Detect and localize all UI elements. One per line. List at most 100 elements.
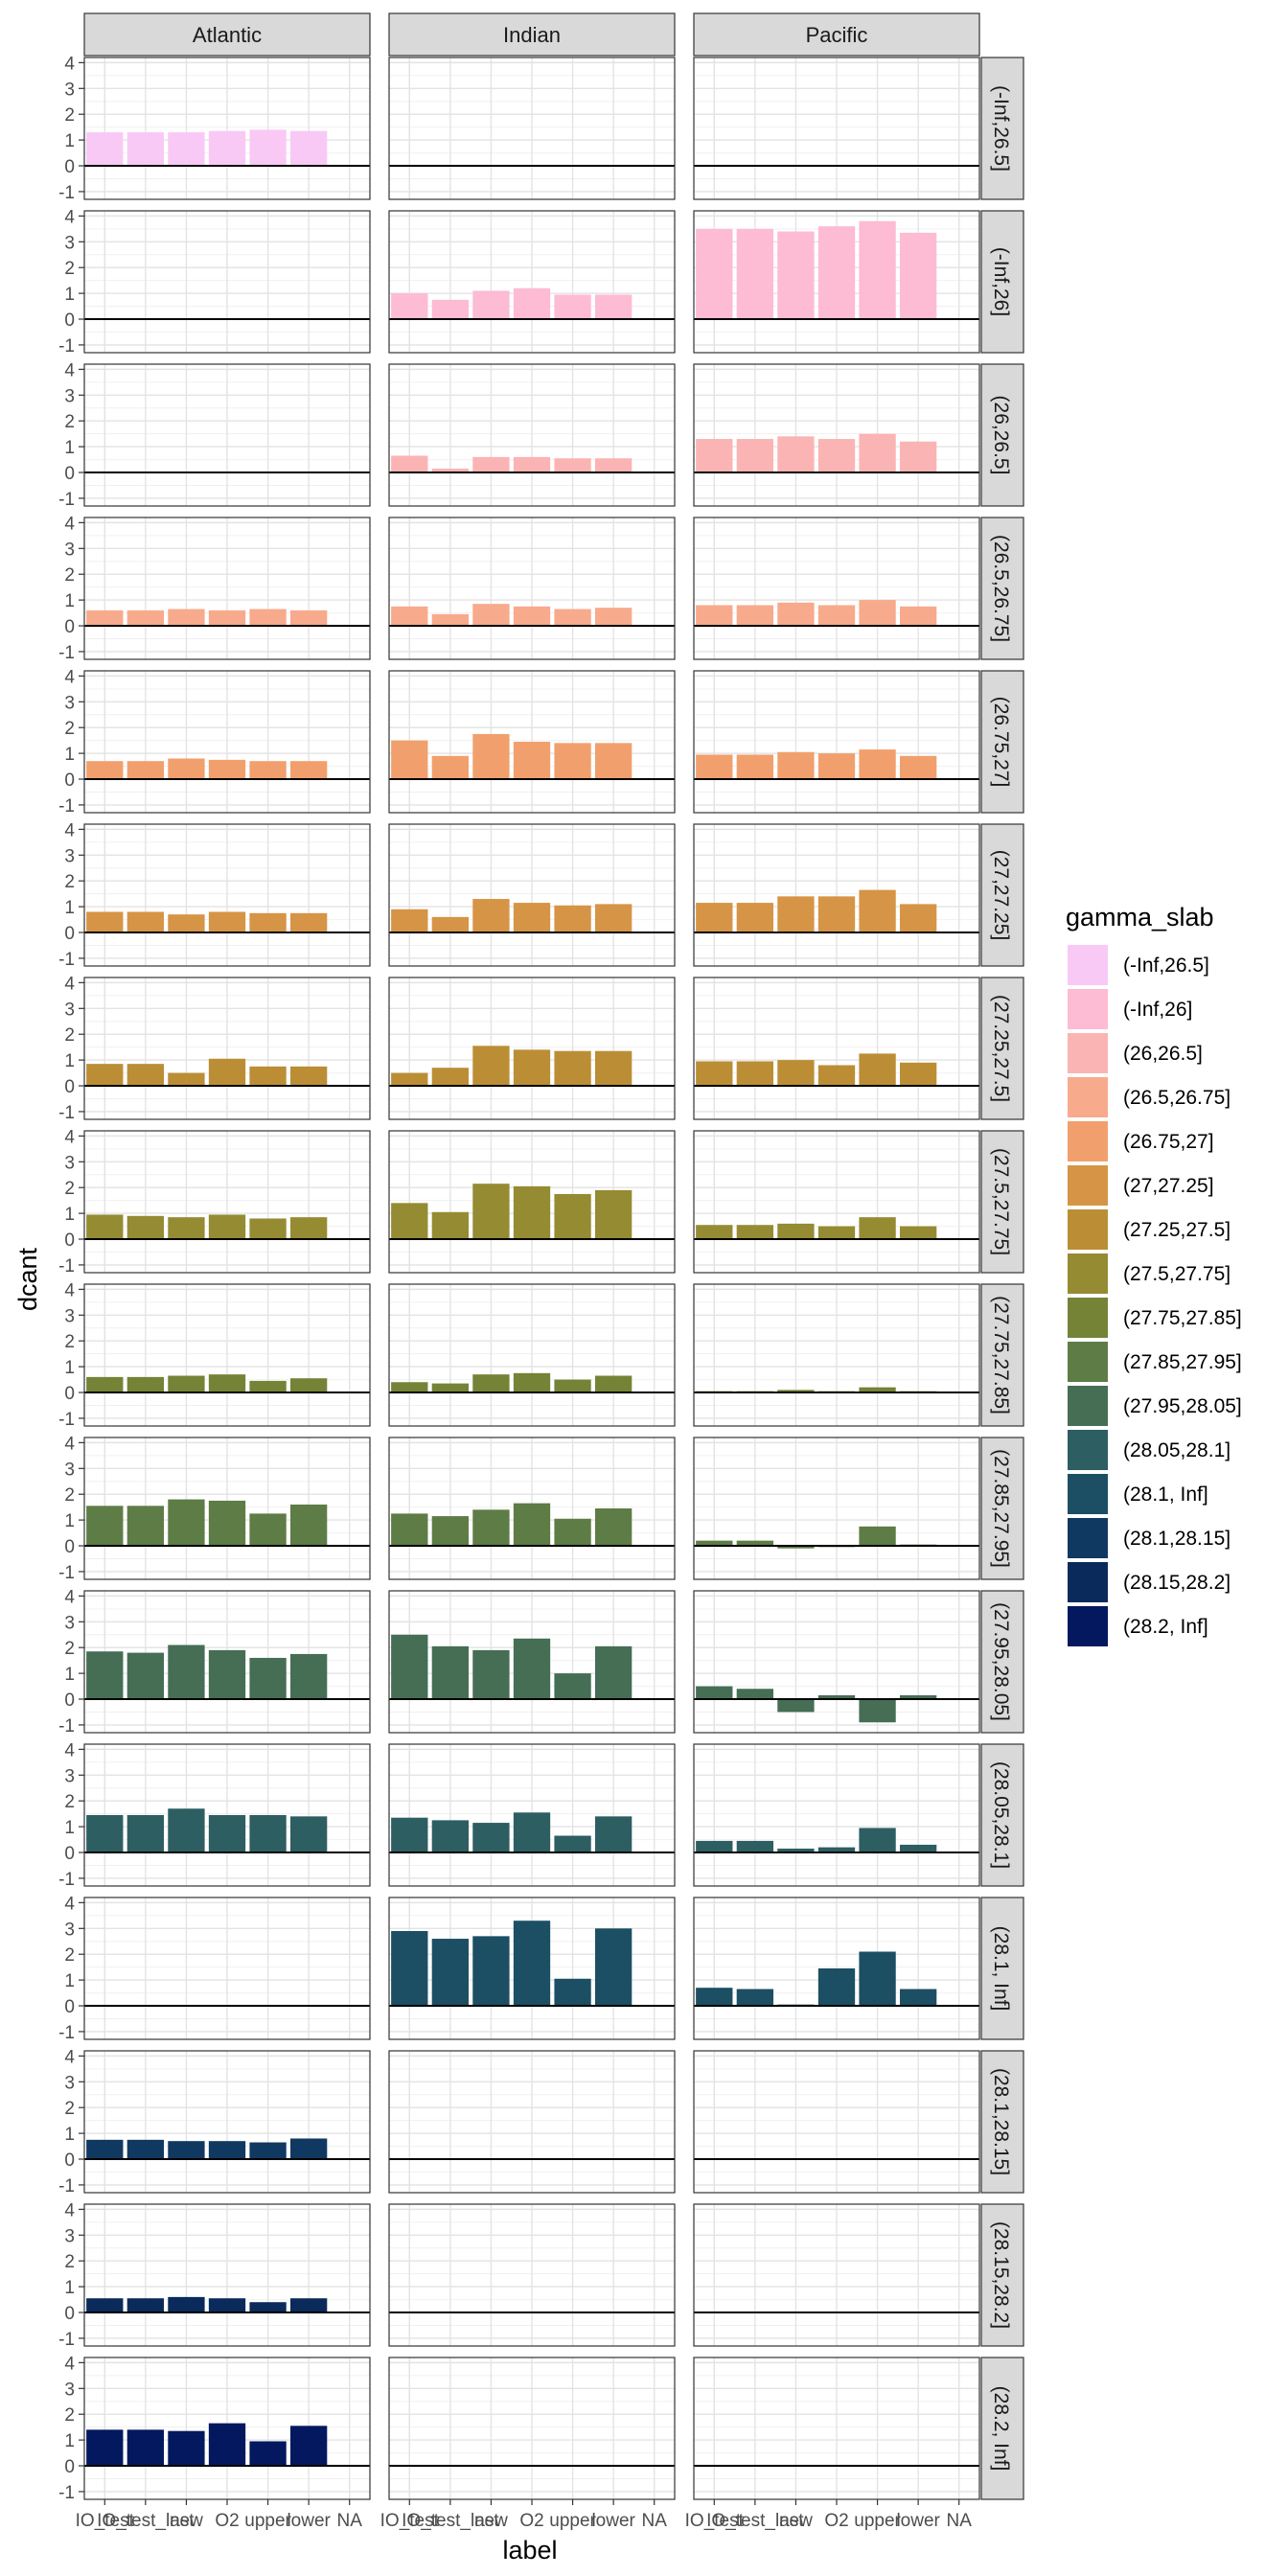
y-tick-label: 1: [64, 2431, 75, 2451]
legend-label: (26,26.5]: [1123, 1043, 1203, 1065]
y-tick-label: 1: [64, 1818, 75, 1838]
facet-panel: [83, 670, 371, 814]
bar: [249, 1513, 287, 1547]
bar: [736, 754, 774, 780]
bar: [817, 1847, 856, 1853]
y-tick-label: 4: [64, 2354, 75, 2374]
y-tick-label: 1: [64, 1665, 75, 1685]
legend-swatch: [1068, 1209, 1108, 1250]
bar: [86, 2298, 124, 2313]
y-tick-label: 3: [64, 1460, 75, 1480]
bar: [513, 288, 551, 320]
x-tick-label: new: [474, 2511, 508, 2531]
bar: [208, 1374, 246, 1393]
row-strip: (26.5,26.75]: [980, 517, 1024, 660]
y-tick-label: 4: [64, 1280, 75, 1300]
y-tick-label: 0: [64, 310, 75, 331]
y-tick-label: 4: [64, 207, 75, 227]
bar: [594, 1189, 632, 1240]
y-tick-label: -1: [58, 1256, 75, 1276]
bar: [899, 441, 937, 473]
bar: [391, 293, 428, 320]
y-tick-label: 1: [64, 131, 75, 151]
row-strip: (27.85,27.95]: [980, 1437, 1024, 1580]
y-axis: -1 0 1 2 3 4: [58, 360, 84, 510]
bar: [777, 1223, 815, 1240]
bar: [391, 740, 428, 780]
bar: [736, 1225, 774, 1240]
legend-entry: (26.5,26.75]: [1068, 1077, 1230, 1117]
bar: [696, 754, 733, 780]
facet-panel: [388, 517, 676, 660]
bar: [736, 1989, 774, 2007]
facet-panel: [388, 363, 676, 507]
bar: [554, 1193, 591, 1240]
y-tick-label: 2: [64, 412, 75, 432]
y-axis: -1 0 1 2 3 4: [58, 667, 84, 816]
bar: [431, 916, 470, 933]
bar: [513, 1185, 551, 1240]
y-tick-label: 4: [64, 1434, 75, 1454]
y-tick-label: 4: [64, 514, 75, 534]
bar: [817, 1968, 856, 2007]
x-tick-label: NA: [642, 2511, 668, 2531]
bar: [554, 1673, 591, 1700]
bar: [431, 1820, 470, 1853]
y-axis-title: dcant: [13, 1247, 42, 1311]
y-tick-label: 4: [64, 820, 75, 840]
bar: [249, 2142, 287, 2160]
legend-swatch: [1068, 945, 1108, 985]
bar: [554, 1835, 591, 1853]
legend-label: (27.25,27.5]: [1123, 1219, 1230, 1241]
y-tick-label: 0: [64, 1537, 75, 1557]
legend-entry: (28.2, Inf]: [1068, 1606, 1208, 1646]
y-tick-label: 1: [64, 898, 75, 918]
y-tick-label: 3: [64, 80, 75, 100]
bar: [696, 439, 733, 473]
facet-panel: [83, 2050, 371, 2194]
row-strip: (26,26.5]: [980, 363, 1024, 507]
bar: [899, 1062, 937, 1087]
bar: [899, 1694, 937, 1700]
row-strip-label: (27.25,27.5]: [990, 995, 1012, 1102]
x-tick-label: IO_test_last: [706, 2511, 804, 2531]
bar: [249, 1218, 287, 1240]
legend-label: (27.75,27.85]: [1123, 1307, 1242, 1329]
y-tick-label: 4: [64, 1740, 75, 1760]
legend-label: (26.5,26.75]: [1123, 1087, 1230, 1109]
bar: [168, 2296, 205, 2313]
column-strip: Atlantic: [83, 12, 371, 57]
y-tick-label: 1: [64, 1358, 75, 1378]
y-tick-label: 4: [64, 1127, 75, 1147]
facet-panel: [83, 2357, 371, 2500]
bar: [431, 468, 470, 473]
bar: [289, 761, 328, 780]
facet-panel: [388, 57, 676, 200]
bar: [472, 1823, 510, 1853]
legend-label: (-Inf,26.5]: [1123, 954, 1209, 977]
bar: [249, 1815, 287, 1853]
row-strip-label: (28.1, Inf]: [990, 1926, 1012, 2012]
legend-entry: (-Inf,26]: [1068, 989, 1192, 1029]
row-strip-label: (27.5,27.75]: [990, 1148, 1012, 1255]
bar: [817, 1065, 856, 1087]
bar: [472, 1649, 510, 1700]
facet-panel: [83, 1743, 371, 1887]
legend-label: (27.85,27.95]: [1123, 1351, 1242, 1373]
bar: [289, 1816, 328, 1853]
bar: [696, 1540, 733, 1547]
y-tick-label: 0: [64, 2150, 75, 2171]
row-strip: (27.5,27.75]: [980, 1130, 1024, 1274]
y-tick-label: 2: [64, 2252, 75, 2272]
y-tick-label: 3: [64, 233, 75, 253]
bar: [859, 1951, 896, 2007]
bar: [594, 743, 632, 780]
bar: [249, 609, 287, 627]
y-tick-label: -1: [58, 1870, 75, 1890]
bar: [472, 456, 510, 473]
bar: [513, 1812, 551, 1853]
y-tick-label: 3: [64, 1766, 75, 1786]
y-tick-label: 3: [64, 540, 75, 560]
